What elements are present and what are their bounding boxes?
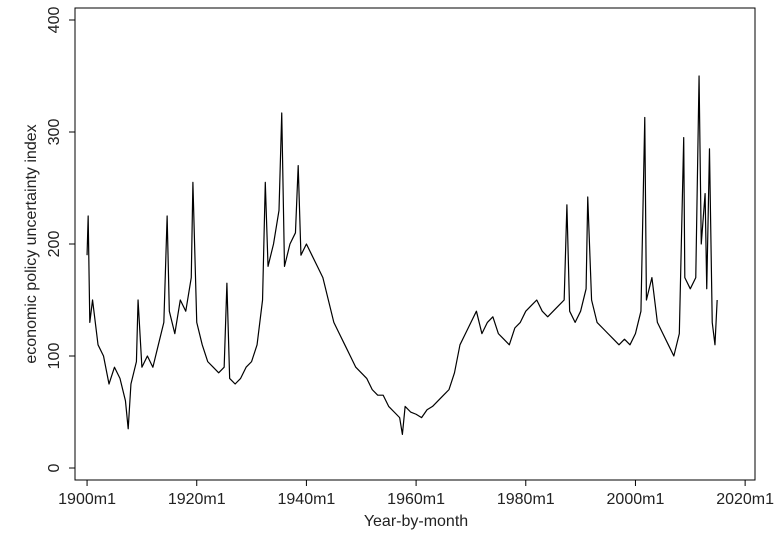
x-tick-label: 1900m1 [58, 491, 116, 508]
x-tick-label: 1960m1 [387, 491, 445, 508]
plot-frame [74, 7, 756, 481]
y-tick-label: 400 [46, 7, 63, 34]
x-tick-label: 2000m1 [607, 491, 665, 508]
x-tick-label: 1980m1 [497, 491, 555, 508]
y-tick-label: 300 [46, 119, 63, 146]
y-tick-label: 0 [46, 463, 63, 472]
y-tick-label: 200 [46, 231, 63, 258]
x-tick-label: 1940m1 [278, 491, 336, 508]
series-line [86, 75, 718, 436]
y-axis-title: economic policy uncertainty index [23, 124, 40, 363]
x-axis-title: Year-by-month [364, 513, 468, 530]
x-tick-label: 1920m1 [168, 491, 226, 508]
y-tick-label: 100 [46, 343, 63, 370]
x-tick-label: 2020m1 [716, 491, 774, 508]
